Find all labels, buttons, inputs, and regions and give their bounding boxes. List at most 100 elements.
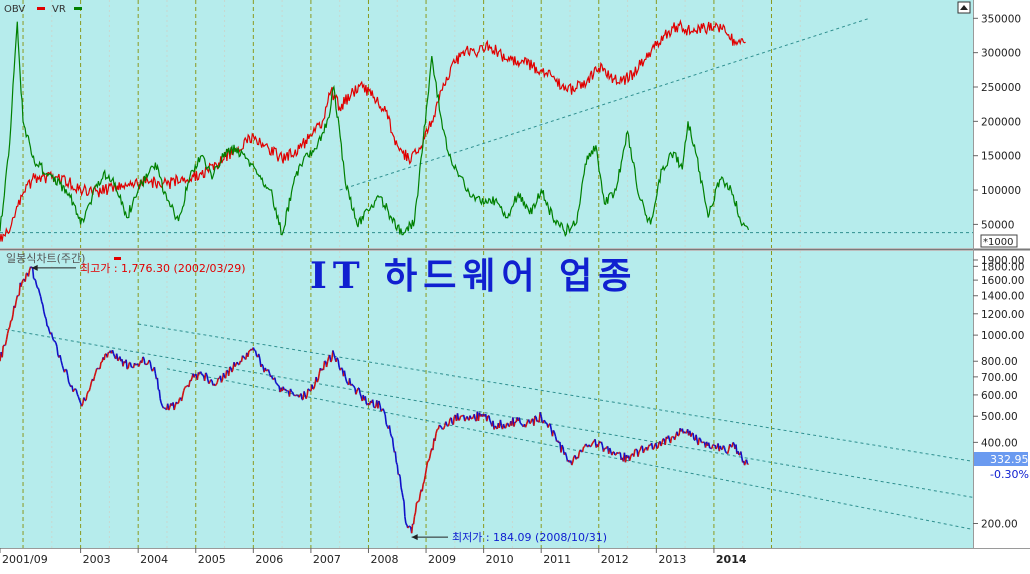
scroll-up-button[interactable]	[958, 2, 970, 13]
price-segment	[128, 363, 129, 368]
price-segment	[227, 370, 228, 371]
price-segment	[384, 412, 385, 415]
price-segment	[458, 413, 459, 420]
xtick-label: 2010	[486, 553, 514, 566]
price-segment	[444, 426, 445, 429]
price-segment	[301, 394, 302, 400]
unit-label: *1000	[983, 237, 1013, 248]
price-segment	[365, 396, 366, 404]
price-segment	[631, 454, 632, 456]
price-segment	[428, 461, 429, 462]
price-segment	[430, 452, 431, 458]
price-segment	[693, 433, 694, 440]
price-segment	[179, 399, 180, 404]
price-segment	[25, 273, 26, 281]
price-segment	[393, 438, 394, 447]
price-segment	[206, 373, 207, 375]
xtick-label: 2001/09	[2, 553, 48, 566]
price-segment	[8, 329, 9, 333]
price-segment	[229, 367, 230, 376]
price-segment	[28, 270, 29, 276]
price-segment	[424, 475, 425, 481]
price-segment	[150, 362, 151, 368]
price-segment	[406, 524, 407, 526]
price-segment	[720, 446, 721, 449]
price-segment	[506, 424, 507, 429]
price-segment	[439, 425, 440, 426]
price-segment	[189, 380, 190, 387]
price-segment	[160, 399, 161, 403]
price-segment	[419, 493, 420, 500]
price-segment	[244, 357, 245, 358]
price-segment	[41, 297, 42, 302]
price-segment	[56, 343, 57, 347]
price-segment	[725, 452, 726, 453]
price-segment	[333, 350, 334, 354]
xtick-label: 2005	[198, 553, 226, 566]
price-segment	[44, 312, 45, 317]
price-segment	[534, 416, 535, 426]
price-segment	[275, 378, 276, 383]
top-ytick-label: 50000	[981, 219, 1014, 231]
price-segment	[612, 452, 613, 455]
bottom-ytick-label: 700.00	[981, 372, 1018, 384]
price-segment	[389, 425, 390, 433]
price-segment	[614, 452, 615, 455]
price-segment	[723, 446, 724, 448]
price-segment	[657, 448, 658, 449]
price-segment	[638, 452, 639, 457]
price-segment	[276, 383, 277, 384]
top-ytick-label: 350000	[981, 13, 1021, 25]
price-segment	[442, 428, 443, 430]
price-segment	[474, 414, 475, 419]
price-segment	[2, 346, 3, 357]
price-segment	[256, 351, 257, 356]
price-segment	[402, 492, 403, 497]
price-segment	[174, 406, 175, 410]
price-segment	[401, 488, 402, 493]
price-segment	[459, 420, 460, 421]
price-segment	[154, 367, 155, 374]
price-segment	[78, 397, 79, 400]
price-segment	[57, 346, 58, 355]
price-segment	[414, 516, 415, 524]
price-segment	[42, 302, 43, 305]
price-segment	[232, 370, 233, 373]
price-segment	[541, 416, 542, 422]
bottom-ytick-label: 400.00	[981, 437, 1018, 449]
price-segment	[266, 370, 267, 371]
price-segment	[47, 326, 48, 327]
price-segment	[73, 390, 74, 392]
price-segment	[331, 360, 332, 362]
price-segment	[592, 442, 593, 444]
price-segment	[159, 390, 160, 399]
high-price-label: 최고가 : 1,776.30 (2002/03/29)	[80, 262, 246, 275]
price-segment	[295, 395, 296, 396]
price-segment	[548, 424, 549, 427]
price-segment	[487, 416, 488, 421]
price-segment	[409, 526, 410, 527]
price-segment	[381, 410, 382, 411]
xtick-label: 2009	[428, 553, 456, 566]
price-segment	[654, 445, 655, 449]
price-segment	[75, 389, 76, 390]
price-segment	[7, 334, 8, 340]
bottom-ytick-label: 600.00	[981, 390, 1018, 402]
price-segment	[699, 438, 700, 439]
price-segment	[84, 398, 85, 401]
price-segment	[404, 502, 405, 517]
price-segment	[144, 358, 145, 364]
price-segment	[733, 442, 734, 443]
bottom-ytick-label: 1000.00	[981, 330, 1024, 342]
price-segment	[356, 391, 357, 394]
price-segment	[10, 321, 11, 327]
price-segment	[550, 424, 551, 430]
bottom-ytick-label: 1400.00	[981, 291, 1024, 303]
price-segment	[161, 403, 162, 406]
price-segment	[306, 396, 307, 399]
price-segment	[698, 438, 699, 445]
price-segment	[149, 360, 150, 362]
price-segment	[565, 452, 566, 456]
price-segment	[562, 445, 563, 448]
